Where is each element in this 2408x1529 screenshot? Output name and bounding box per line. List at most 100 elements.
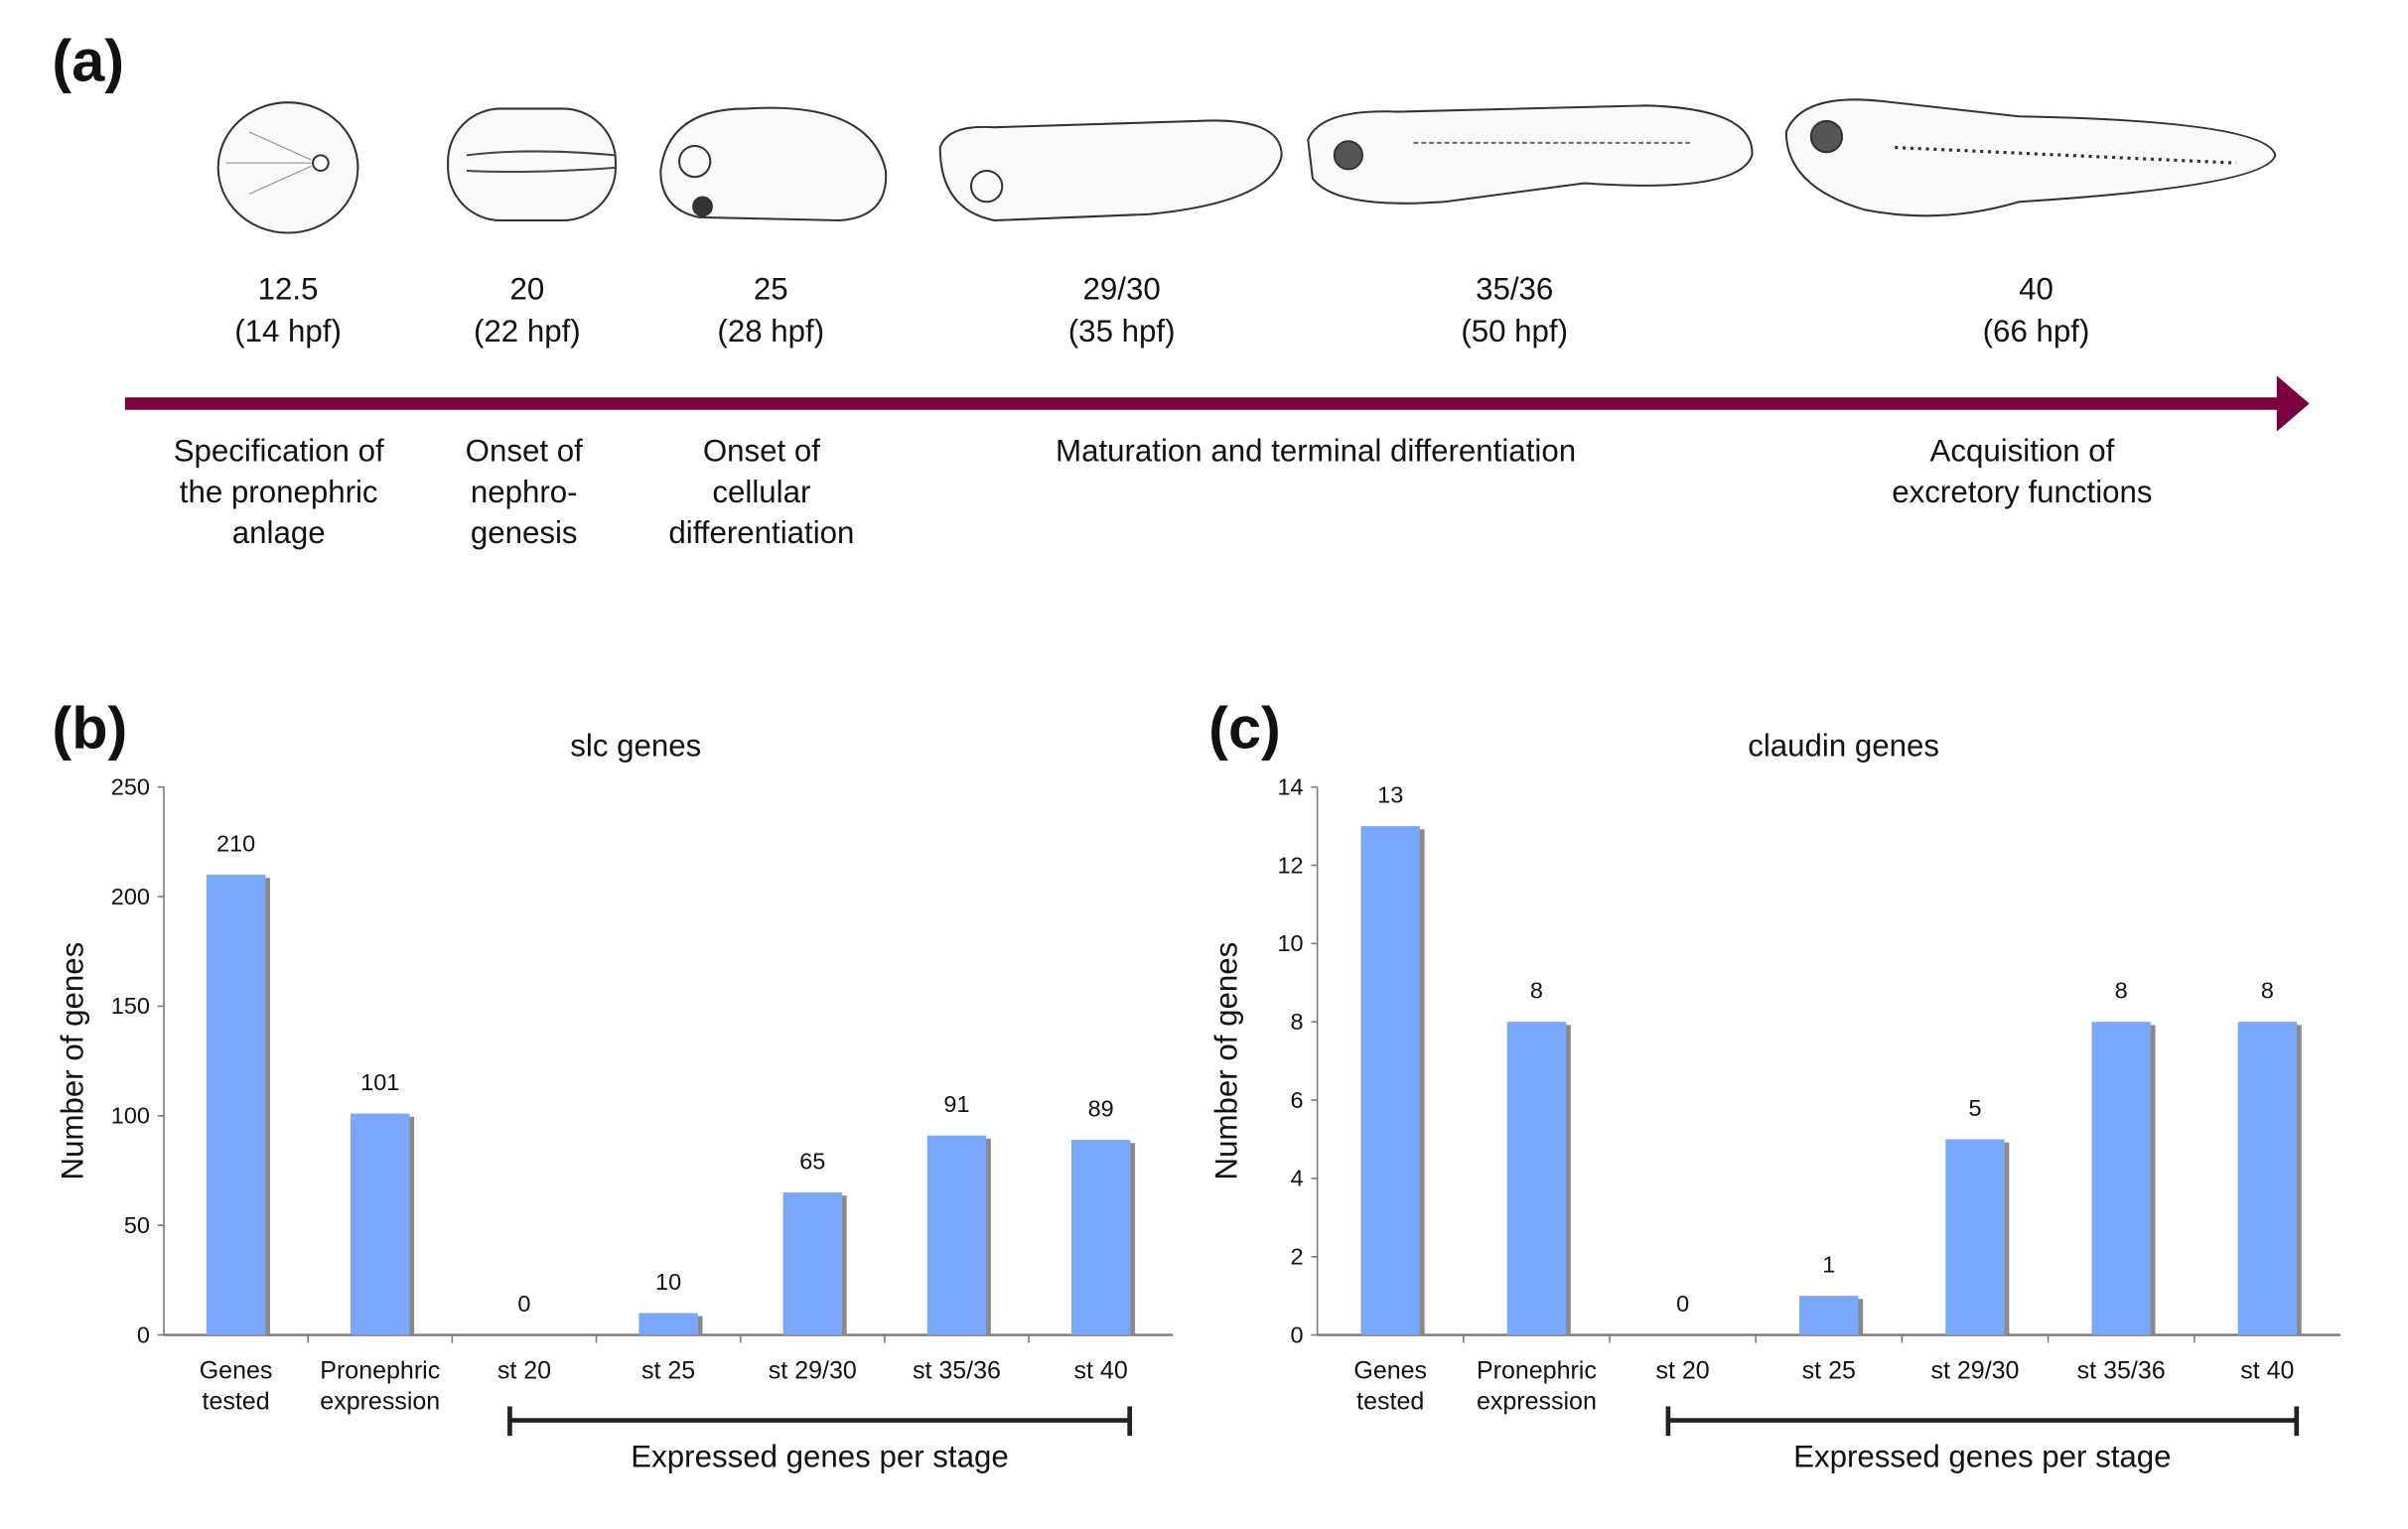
- y-tick-label: 0: [1291, 1321, 1304, 1347]
- y-tick-label: 50: [124, 1212, 150, 1238]
- stage-labels: 12.5 (14 hpf) 20 (22 hpf) 25 (28 hpf) 29/30 (35…: [234, 272, 2089, 348]
- data-label: 65: [799, 1149, 825, 1175]
- stage-hpf: (35 hpf): [1068, 314, 1176, 348]
- phase-label: anlage: [232, 515, 326, 550]
- stage-hpf: (22 hpf): [474, 314, 581, 348]
- x-tick-label: st 40: [1074, 1356, 1128, 1384]
- bar: [782, 1192, 842, 1335]
- panel-label: (b): [52, 695, 127, 762]
- x-tick-label: st 40: [2240, 1356, 2294, 1384]
- data-label: 8: [2115, 978, 2128, 1004]
- phase-label: cellular: [712, 475, 810, 509]
- stage-number: 20: [509, 272, 544, 307]
- y-tick-label: 2: [1291, 1244, 1304, 1270]
- stage-number: 25: [754, 272, 788, 307]
- bar: [1945, 1139, 2005, 1335]
- timeline-arrow: [124, 375, 2310, 432]
- phase-label: Specification of: [174, 433, 384, 468]
- phase-label: Maturation and terminal differentiation: [1056, 433, 1576, 468]
- bar: [638, 1313, 698, 1335]
- embryo-stage-25: [659, 106, 888, 222]
- y-tick-label: 4: [1291, 1166, 1304, 1191]
- x-tick-label: expression: [1477, 1388, 1597, 1416]
- chart-title: claudin genes: [1748, 728, 1939, 763]
- y-tick-label: 12: [1277, 852, 1303, 878]
- x-tick-label: Genes: [200, 1356, 273, 1384]
- data-label: 101: [360, 1069, 399, 1095]
- x-tick-label: st 20: [1656, 1356, 1710, 1384]
- embryo-stage-12-5: [216, 101, 359, 234]
- data-label: 13: [1377, 782, 1403, 808]
- y-tick-label: 150: [111, 993, 150, 1019]
- embryo-stage-20: [447, 107, 617, 222]
- phase-label: Onset of: [466, 433, 583, 468]
- x-tick-label: Genes: [1353, 1356, 1427, 1384]
- embryo-stage-40: [1784, 98, 2277, 217]
- bar: [1070, 1140, 1131, 1335]
- panel-a-label: (a): [52, 27, 124, 93]
- bar: [926, 1135, 987, 1335]
- y-tick-label: 6: [1291, 1087, 1304, 1113]
- x-tick-label: Pronephric: [320, 1356, 440, 1384]
- x-tick-label: st 25: [1802, 1356, 1856, 1384]
- phase-label: differentiation: [668, 515, 854, 550]
- data-label: 0: [517, 1291, 530, 1317]
- phase-label: nephro-: [471, 475, 578, 509]
- bar: [2091, 1022, 2151, 1335]
- bar: [1506, 1022, 1567, 1335]
- y-tick-label: 14: [1277, 773, 1303, 799]
- y-axis-label: Number of genes: [56, 942, 90, 1181]
- x-tick-label: st 35/36: [913, 1356, 1001, 1384]
- y-tick-label: 10: [1277, 930, 1303, 956]
- x-tick-label: expression: [320, 1388, 440, 1416]
- bar: [1799, 1296, 1859, 1335]
- y-tick-label: 200: [111, 884, 150, 909]
- y-tick-label: 100: [111, 1103, 150, 1129]
- stage-hpf: (66 hpf): [1983, 314, 2090, 348]
- x-axis-group-label: Expressed genes per stage: [631, 1439, 1008, 1473]
- stage-number: 29/30: [1083, 272, 1161, 307]
- stage-hpf: (14 hpf): [234, 314, 342, 348]
- phase-label: Onset of: [703, 433, 820, 468]
- embryo-drawings: [216, 98, 2277, 234]
- stage-number: 40: [2019, 272, 2054, 307]
- data-label: 10: [655, 1269, 681, 1295]
- stage-number: 35/36: [1476, 272, 1553, 307]
- chart-title: slc genes: [570, 728, 701, 763]
- y-tick-label: 8: [1291, 1009, 1304, 1035]
- y-tick-label: 250: [111, 773, 150, 799]
- y-tick-label: 0: [137, 1321, 150, 1347]
- bar: [206, 874, 266, 1335]
- data-label: 8: [1530, 978, 1543, 1004]
- phase-label: Acquisition of: [1930, 433, 2115, 468]
- data-label: 0: [1676, 1291, 1689, 1317]
- stage-number: 12.5: [258, 272, 319, 307]
- phase-label: genesis: [471, 515, 578, 550]
- x-axis-group-label: Expressed genes per stage: [1793, 1439, 2171, 1473]
- bar: [1360, 826, 1420, 1335]
- phase-label: excretory functions: [1892, 475, 2152, 509]
- x-tick-label: tested: [203, 1388, 270, 1416]
- bar: [351, 1113, 410, 1335]
- data-label: 89: [1088, 1096, 1114, 1122]
- panel-label: (c): [1208, 695, 1281, 762]
- y-axis-label: Number of genes: [1208, 942, 1243, 1181]
- x-tick-label: Pronephric: [1477, 1356, 1597, 1384]
- embryo-stage-35-36: [1307, 104, 1754, 205]
- stage-hpf: (28 hpf): [717, 314, 824, 348]
- data-label: 5: [1968, 1095, 1981, 1121]
- phase-label: the pronephric: [180, 475, 378, 509]
- x-tick-label: st 25: [641, 1356, 695, 1384]
- data-label: 91: [943, 1091, 969, 1117]
- stage-hpf: (50 hpf): [1461, 314, 1568, 348]
- x-tick-label: st 35/36: [2077, 1356, 2166, 1384]
- data-label: 210: [216, 831, 255, 857]
- data-label: 1: [1822, 1252, 1835, 1278]
- x-tick-label: st 29/30: [1931, 1356, 2020, 1384]
- x-tick-label: st 20: [497, 1356, 551, 1384]
- data-label: 8: [2261, 978, 2274, 1004]
- phase-labels: Specification of the pronephric anlage Onse…: [174, 433, 2153, 550]
